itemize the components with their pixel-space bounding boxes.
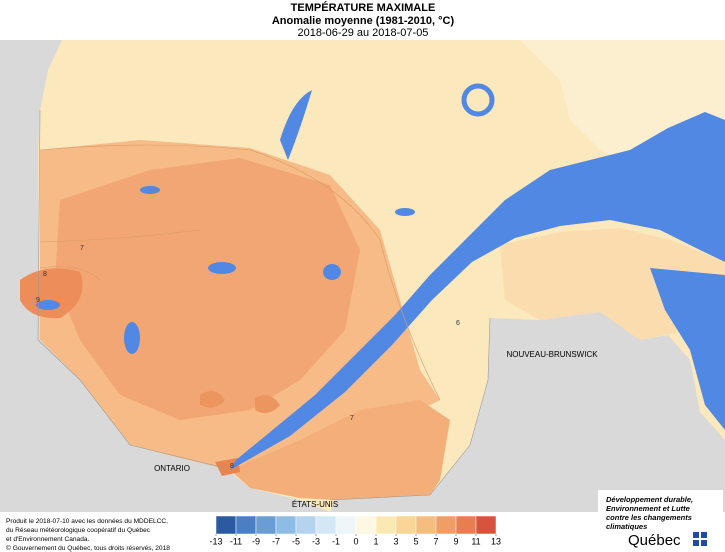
period: 2018-06-29 au 2018-07-05 [298,27,429,39]
lake [323,264,341,280]
lake [461,83,495,117]
legend-swatch [215,515,237,535]
contour-line [39,144,441,401]
contour-label: 8 [43,271,47,278]
legend-tick-label: 1 [373,536,378,546]
legend-swatch [235,515,257,535]
logo-ministry: Développement durable, [606,495,693,504]
legend-tick-label: -3 [312,536,320,546]
lake [124,322,140,354]
legend-swatch [335,515,357,535]
legend-tick-label: -9 [252,536,260,546]
region-label: ONTARIO [154,464,190,473]
border [37,109,226,469]
legend-swatch [455,515,477,535]
legend-tick-label: 0 [353,536,358,546]
legend-tick-label: 9 [453,536,458,546]
zone-hotspot [20,268,83,319]
contour-label: 7 [80,245,84,252]
legend-tick-label: 7 [433,536,438,546]
legend-tick-label: -5 [292,536,300,546]
border [329,317,491,501]
lake [208,262,236,274]
logo-ministry: contre les changements [606,513,692,522]
zone-hotspot [200,391,280,414]
legend-swatch [275,515,297,535]
credit-line: Produit le 2018-07-10 avec les données d… [6,518,168,525]
legend-tick-label: 3 [393,536,398,546]
zone-south [230,400,450,500]
legend-tick-label: -1 [332,536,340,546]
header-bg [0,0,725,40]
credit-line: et d'Environnement Canada. [6,536,90,543]
new-brunswick-us [330,312,725,512]
subtitle: Anomalie moyenne (1981-2010, °C) [272,15,455,27]
contour-line [39,229,201,281]
legend-tick-label: 13 [491,536,501,546]
lake [395,208,415,216]
legend-swatch [315,515,337,535]
credit-line: du Réseau météorologique coopératif du Q… [6,527,151,534]
zone-hotspot [215,458,240,476]
region-label: NOUVEAU-BRUNSWICK [506,350,598,359]
legend-tick-label: -13 [209,536,222,546]
logo-name: Québec [628,532,681,549]
legend-swatch [435,515,457,535]
legend: -13 -11 -9 -7 -5 -3 -1 0 1 3 5 7 9 11 13 [209,515,501,546]
outside-area [0,40,62,150]
legend-swatch [475,515,497,535]
legend-tick-label: 11 [471,536,480,546]
st-lawrence [230,112,725,470]
logo-ministry: climatiques [606,522,647,531]
legend-tick-label: -11 [230,536,242,546]
region-label: ÉTATS-UNIS [292,500,338,509]
legend-tick-label: -7 [272,536,280,546]
legend-swatch [415,515,437,535]
contour-label: 6 [456,320,460,327]
zone-hot [55,158,360,420]
ontario-area [0,150,330,512]
legend-tick-label: 5 [413,536,418,546]
gulf [650,268,725,430]
contour-label: 8 [230,463,234,470]
lake [280,90,312,160]
credit-line: © Gouvernement du Québec, tous droits ré… [6,544,170,552]
contour-label: 9 [36,297,40,304]
logo-flag [693,532,707,546]
logo-ministry: Environnement et Lutte [606,504,690,513]
legend-swatch [295,515,317,535]
contour-label: 7 [350,415,354,422]
title: TEMPÉRATURE MAXIMALE [291,1,436,14]
legend-swatch [375,515,397,535]
lake [36,300,60,310]
map: ONTARIO NOUVEAU-BRUNSWICK ÉTATS-UNIS 7 8… [0,40,725,512]
lake [140,186,160,194]
legend-swatch [355,515,377,535]
legend-swatch [255,515,277,535]
legend-swatch [395,515,417,535]
